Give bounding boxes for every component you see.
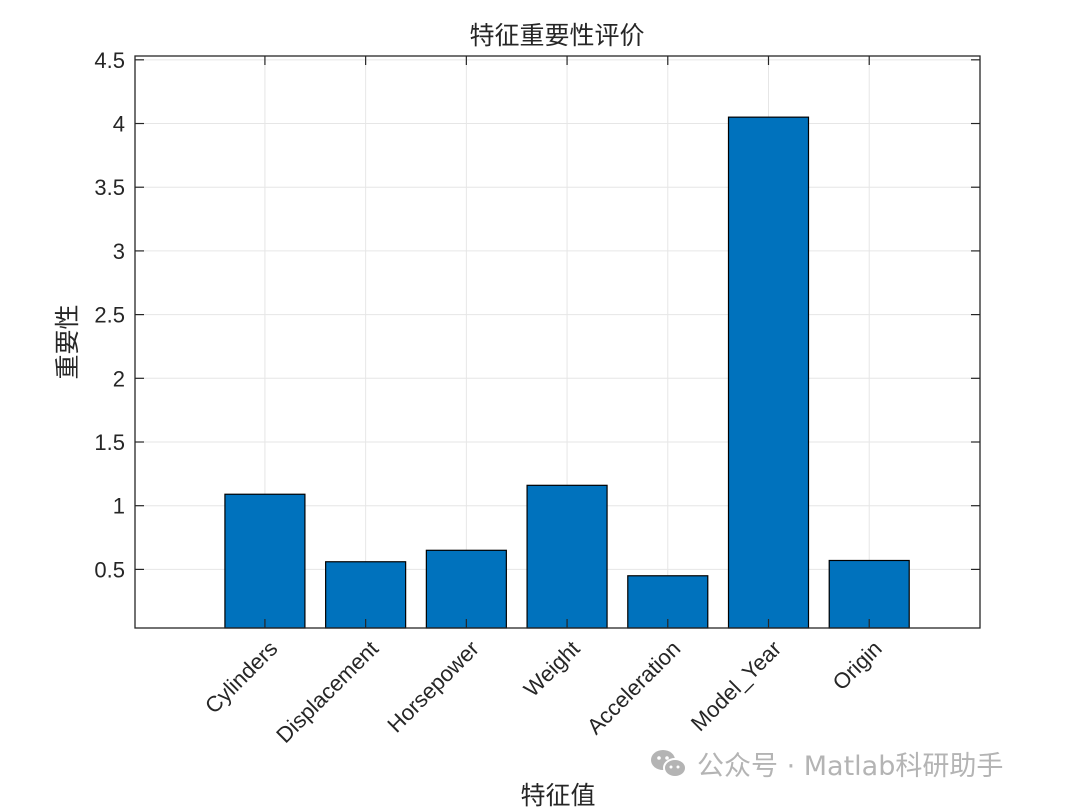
bar-weight <box>526 484 608 629</box>
bar-displacement <box>325 561 407 629</box>
bar-horsepower <box>425 549 507 629</box>
y-tick-label: 4 <box>113 112 125 137</box>
y-tick-label: 4.5 <box>94 48 125 73</box>
x-axis-label: 特征值 <box>520 781 595 808</box>
x-tick-label: Cylinders <box>200 636 283 719</box>
x-tick-label: Origin <box>828 636 887 695</box>
bar-cylinders <box>224 493 306 629</box>
axes-box <box>134 55 981 629</box>
y-tick-label: 2 <box>113 366 125 391</box>
axis-ticks <box>135 56 980 628</box>
x-tick-label: Displacement <box>271 636 383 748</box>
y-tick-labels: 0.5 1 1.5 2 2.5 3 3.5 4 4.5 <box>94 48 125 583</box>
y-tick-label: 3.5 <box>94 175 125 200</box>
y-tick-label: 2.5 <box>94 303 125 328</box>
x-tick-label: Acceleration <box>582 636 685 739</box>
y-axis-label: 重要性 <box>53 304 82 379</box>
x-tick-label: Model_Year <box>686 636 786 736</box>
y-tick-label: 1 <box>113 494 125 519</box>
watermark-text: 公众号 · Matlab科研助手 <box>697 751 1003 782</box>
y-tick-label: 1.5 <box>94 430 125 455</box>
x-tick-label: Weight <box>519 636 585 702</box>
chart-title: 特征重要性评价 <box>469 21 644 50</box>
bars <box>224 116 910 629</box>
x-tick-label: Horsepower <box>382 636 484 738</box>
wechat-icon <box>651 750 687 778</box>
watermark: 公众号 · Matlab科研助手 <box>651 750 1003 782</box>
bar-model-year <box>727 116 810 629</box>
y-tick-label: 0.5 <box>94 557 125 582</box>
y-tick-label: 3 <box>113 239 125 264</box>
bar-origin <box>828 559 910 629</box>
